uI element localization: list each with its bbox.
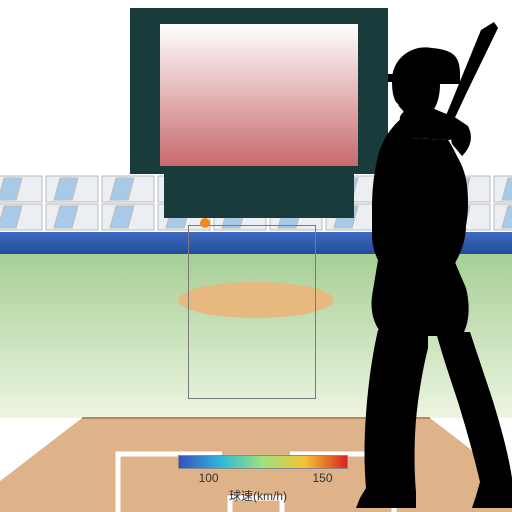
- batter-silhouette: [0, 0, 512, 512]
- speed-legend-label: 球速(km/h): [229, 487, 287, 504]
- speed-legend-tick: 150: [312, 471, 332, 485]
- speed-legend-tick: 100: [199, 471, 219, 485]
- baseball-pitch-chart: 100 150 球速(km/h): [0, 0, 512, 512]
- speed-legend-bar: [178, 455, 348, 469]
